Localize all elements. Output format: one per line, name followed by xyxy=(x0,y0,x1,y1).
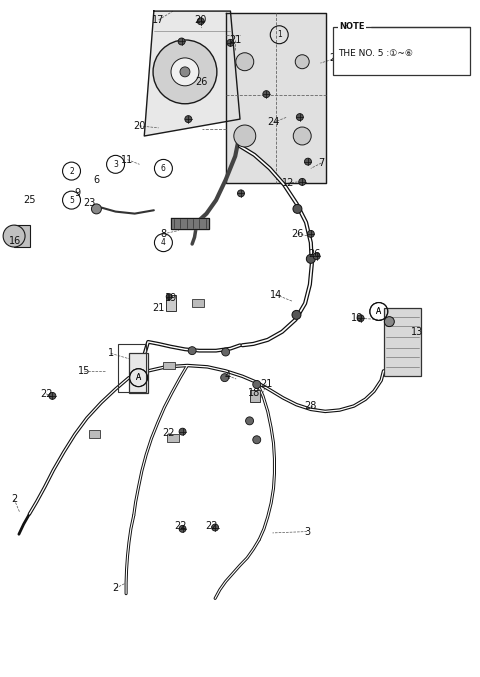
Circle shape xyxy=(306,255,315,263)
Polygon shape xyxy=(144,11,240,136)
Circle shape xyxy=(246,417,253,425)
Circle shape xyxy=(293,204,302,213)
Text: 24: 24 xyxy=(267,118,280,127)
Text: A: A xyxy=(376,307,382,316)
Text: 10: 10 xyxy=(351,313,363,323)
Bar xyxy=(167,435,179,442)
Circle shape xyxy=(3,225,25,247)
Text: 2: 2 xyxy=(11,494,17,504)
Bar xyxy=(333,26,470,75)
Text: 22: 22 xyxy=(205,521,217,531)
Text: A: A xyxy=(136,373,141,382)
Circle shape xyxy=(304,158,312,165)
Bar xyxy=(163,362,175,370)
Circle shape xyxy=(238,190,244,197)
Circle shape xyxy=(307,230,314,238)
Circle shape xyxy=(221,374,228,382)
Circle shape xyxy=(166,294,172,300)
Bar xyxy=(118,344,146,392)
Text: 21: 21 xyxy=(153,303,165,313)
Text: 27: 27 xyxy=(329,53,342,64)
Text: 4: 4 xyxy=(161,238,166,247)
Circle shape xyxy=(234,125,256,147)
Circle shape xyxy=(197,18,204,25)
Circle shape xyxy=(179,525,186,532)
Text: 28: 28 xyxy=(305,401,317,411)
Circle shape xyxy=(292,310,301,320)
Circle shape xyxy=(91,204,101,214)
Text: 13: 13 xyxy=(411,327,423,336)
Text: 25: 25 xyxy=(23,195,36,205)
Polygon shape xyxy=(226,13,326,183)
Text: 21: 21 xyxy=(229,35,241,45)
Text: 11: 11 xyxy=(121,154,133,165)
Text: A: A xyxy=(376,307,382,316)
Text: 5: 5 xyxy=(69,196,74,204)
Text: 14: 14 xyxy=(270,290,282,300)
Text: 7: 7 xyxy=(318,158,324,168)
Bar xyxy=(192,299,204,307)
Text: 26: 26 xyxy=(308,249,320,259)
Text: THE NO. 5 :①~⑥: THE NO. 5 :①~⑥ xyxy=(338,49,413,58)
Text: 3: 3 xyxy=(304,527,310,537)
Circle shape xyxy=(357,315,364,322)
Text: 22: 22 xyxy=(40,389,52,399)
Circle shape xyxy=(296,114,303,121)
Text: 19: 19 xyxy=(165,293,177,303)
Bar xyxy=(88,431,100,438)
Text: 18: 18 xyxy=(248,387,261,397)
Text: 17: 17 xyxy=(153,15,165,25)
Text: 2: 2 xyxy=(112,584,119,593)
Bar xyxy=(251,390,260,402)
Circle shape xyxy=(384,317,394,326)
Bar xyxy=(384,308,421,376)
Text: 21: 21 xyxy=(260,379,273,389)
Text: 1: 1 xyxy=(277,30,282,39)
Circle shape xyxy=(179,428,186,435)
Text: 9: 9 xyxy=(74,188,80,198)
Circle shape xyxy=(295,55,309,68)
Circle shape xyxy=(236,53,254,70)
Text: 20: 20 xyxy=(194,15,207,25)
Circle shape xyxy=(49,393,56,399)
Text: 4: 4 xyxy=(225,370,231,380)
Circle shape xyxy=(313,253,320,260)
Circle shape xyxy=(227,39,234,46)
Circle shape xyxy=(188,347,196,355)
Circle shape xyxy=(299,179,306,185)
Text: 6: 6 xyxy=(161,164,166,173)
Text: 26: 26 xyxy=(195,77,208,87)
Circle shape xyxy=(336,57,343,64)
Circle shape xyxy=(253,380,261,389)
Polygon shape xyxy=(170,219,209,229)
Text: 20: 20 xyxy=(133,121,145,131)
Text: 15: 15 xyxy=(78,366,91,376)
Text: 1: 1 xyxy=(108,349,114,358)
Circle shape xyxy=(178,38,185,45)
Circle shape xyxy=(253,436,261,443)
Text: 6: 6 xyxy=(93,175,99,185)
Circle shape xyxy=(180,67,190,77)
Bar xyxy=(14,225,30,247)
Text: 8: 8 xyxy=(160,229,167,239)
Text: 3: 3 xyxy=(113,160,118,169)
Text: A: A xyxy=(136,373,141,382)
Text: 22: 22 xyxy=(162,428,174,438)
Text: 16: 16 xyxy=(9,236,21,246)
Circle shape xyxy=(263,91,270,97)
Circle shape xyxy=(293,127,311,145)
Circle shape xyxy=(171,58,199,86)
Text: NOTE: NOTE xyxy=(339,22,365,31)
Bar xyxy=(166,295,176,311)
Text: 22: 22 xyxy=(174,521,186,531)
Text: 23: 23 xyxy=(83,198,96,209)
Circle shape xyxy=(185,116,192,123)
Circle shape xyxy=(222,348,229,356)
Text: 2: 2 xyxy=(69,167,74,175)
Circle shape xyxy=(212,524,218,531)
Text: 26: 26 xyxy=(291,229,304,239)
Text: 12: 12 xyxy=(282,178,294,188)
Circle shape xyxy=(153,40,217,104)
Bar xyxy=(129,353,148,393)
